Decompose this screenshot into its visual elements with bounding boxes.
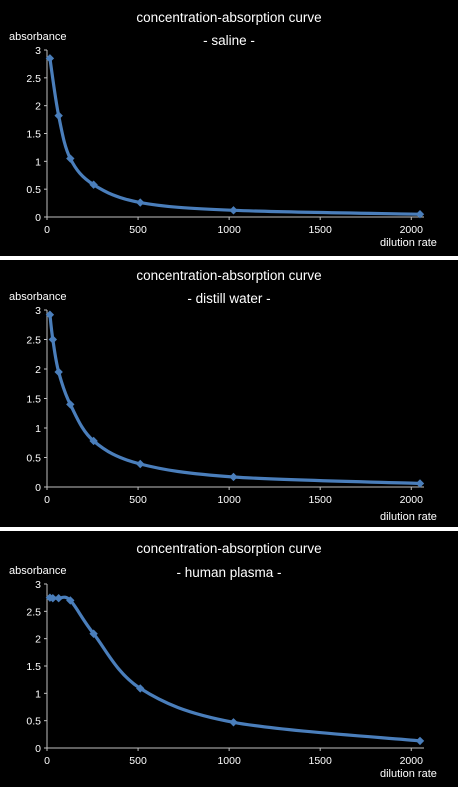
data-point-marker: [54, 594, 63, 603]
series-line-saline: [48, 56, 422, 216]
x-tick-label: 1500: [309, 755, 333, 767]
y-tick-label: 3: [35, 305, 41, 317]
x-tick-label: 1000: [217, 755, 241, 767]
series-line-distill-water: [48, 313, 422, 486]
y-axis-label: absorbance: [9, 31, 67, 43]
x-tick-label: 1500: [309, 494, 333, 506]
chart-panel-human-plasma: concentration-absorption curve - human pl…: [0, 531, 458, 787]
data-point-marker: [54, 367, 63, 377]
chart-subtitle: - saline -: [203, 33, 255, 48]
data-point-marker: [66, 154, 75, 163]
y-tick-label: 1.5: [26, 661, 41, 673]
x-tick-label: 2000: [400, 224, 424, 236]
data-point-marker: [415, 210, 425, 219]
y-tick-label: 1: [35, 688, 41, 700]
y-tick-label: 0.5: [26, 184, 41, 196]
y-tick-label: 0: [35, 482, 41, 494]
y-tick-label: 2.5: [26, 335, 41, 347]
data-point-marker: [45, 310, 55, 319]
chart-distill-water: concentration-absorption curve - distill …: [9, 268, 437, 523]
data-point-marker: [54, 111, 63, 120]
y-axis-label: absorbance: [9, 291, 67, 303]
data-point-marker: [66, 400, 75, 409]
chart-panel-distill-water: concentration-absorption curve - distill …: [0, 260, 458, 527]
y-tick-label: 1.5: [26, 394, 41, 406]
data-point-marker: [45, 54, 55, 63]
x-axis-label: dilution rate: [380, 237, 437, 249]
y-tick-label: 0: [35, 743, 41, 755]
data-point-marker: [229, 472, 238, 482]
x-tick-label: 500: [129, 755, 147, 767]
data-point-marker: [229, 206, 238, 215]
x-tick-label: 2000: [400, 494, 424, 506]
x-tick-label: 1000: [217, 494, 241, 506]
data-point-marker: [89, 436, 98, 446]
y-tick-label: 1: [35, 156, 41, 168]
y-tick-label: 1: [35, 423, 41, 435]
y-tick-label: 2.5: [26, 606, 41, 618]
data-point-marker: [89, 180, 98, 189]
y-tick-label: 3: [35, 45, 41, 57]
chart-title: concentration-absorption curve: [136, 268, 321, 283]
x-tick-label: 0: [44, 755, 50, 767]
x-tick-label: 0: [44, 224, 50, 236]
chart-subtitle: - distill water -: [187, 291, 270, 306]
y-tick-label: 0.5: [26, 716, 41, 728]
data-point-marker: [415, 479, 425, 488]
x-axis-label: dilution rate: [380, 511, 437, 523]
chart-subtitle: - human plasma -: [176, 565, 281, 580]
y-tick-label: 2: [35, 101, 41, 113]
y-axis-label: absorbance: [9, 565, 67, 577]
data-point-marker: [136, 459, 145, 469]
series-line-human-plasma: [48, 595, 422, 743]
chart-saline: concentration-absorption curve - saline -…: [9, 10, 437, 249]
x-axis-label: dilution rate: [380, 768, 437, 780]
y-tick-label: 0.5: [26, 453, 41, 465]
chart-title: concentration-absorption curve: [136, 10, 321, 25]
y-tick-label: 1.5: [26, 129, 41, 141]
y-tick-label: 2: [35, 634, 41, 646]
chart-title: concentration-absorption curve: [136, 541, 321, 556]
data-point-marker: [229, 718, 238, 727]
y-tick-label: 0: [35, 212, 41, 224]
y-tick-label: 2.5: [26, 73, 41, 85]
chart-panel-saline: concentration-absorption curve - saline -…: [0, 0, 458, 256]
data-point-marker: [48, 335, 58, 344]
x-tick-label: 500: [129, 494, 147, 506]
data-point-marker: [415, 736, 425, 746]
x-tick-label: 500: [129, 224, 147, 236]
y-tick-label: 3: [35, 579, 41, 591]
x-tick-label: 1500: [309, 224, 333, 236]
x-tick-label: 1000: [217, 224, 241, 236]
x-tick-label: 0: [44, 494, 50, 506]
chart-human-plasma: concentration-absorption curve - human pl…: [9, 541, 437, 780]
y-tick-label: 2: [35, 364, 41, 376]
data-point-marker: [136, 198, 145, 207]
data-point-marker: [136, 684, 145, 693]
x-tick-label: 2000: [400, 755, 424, 767]
